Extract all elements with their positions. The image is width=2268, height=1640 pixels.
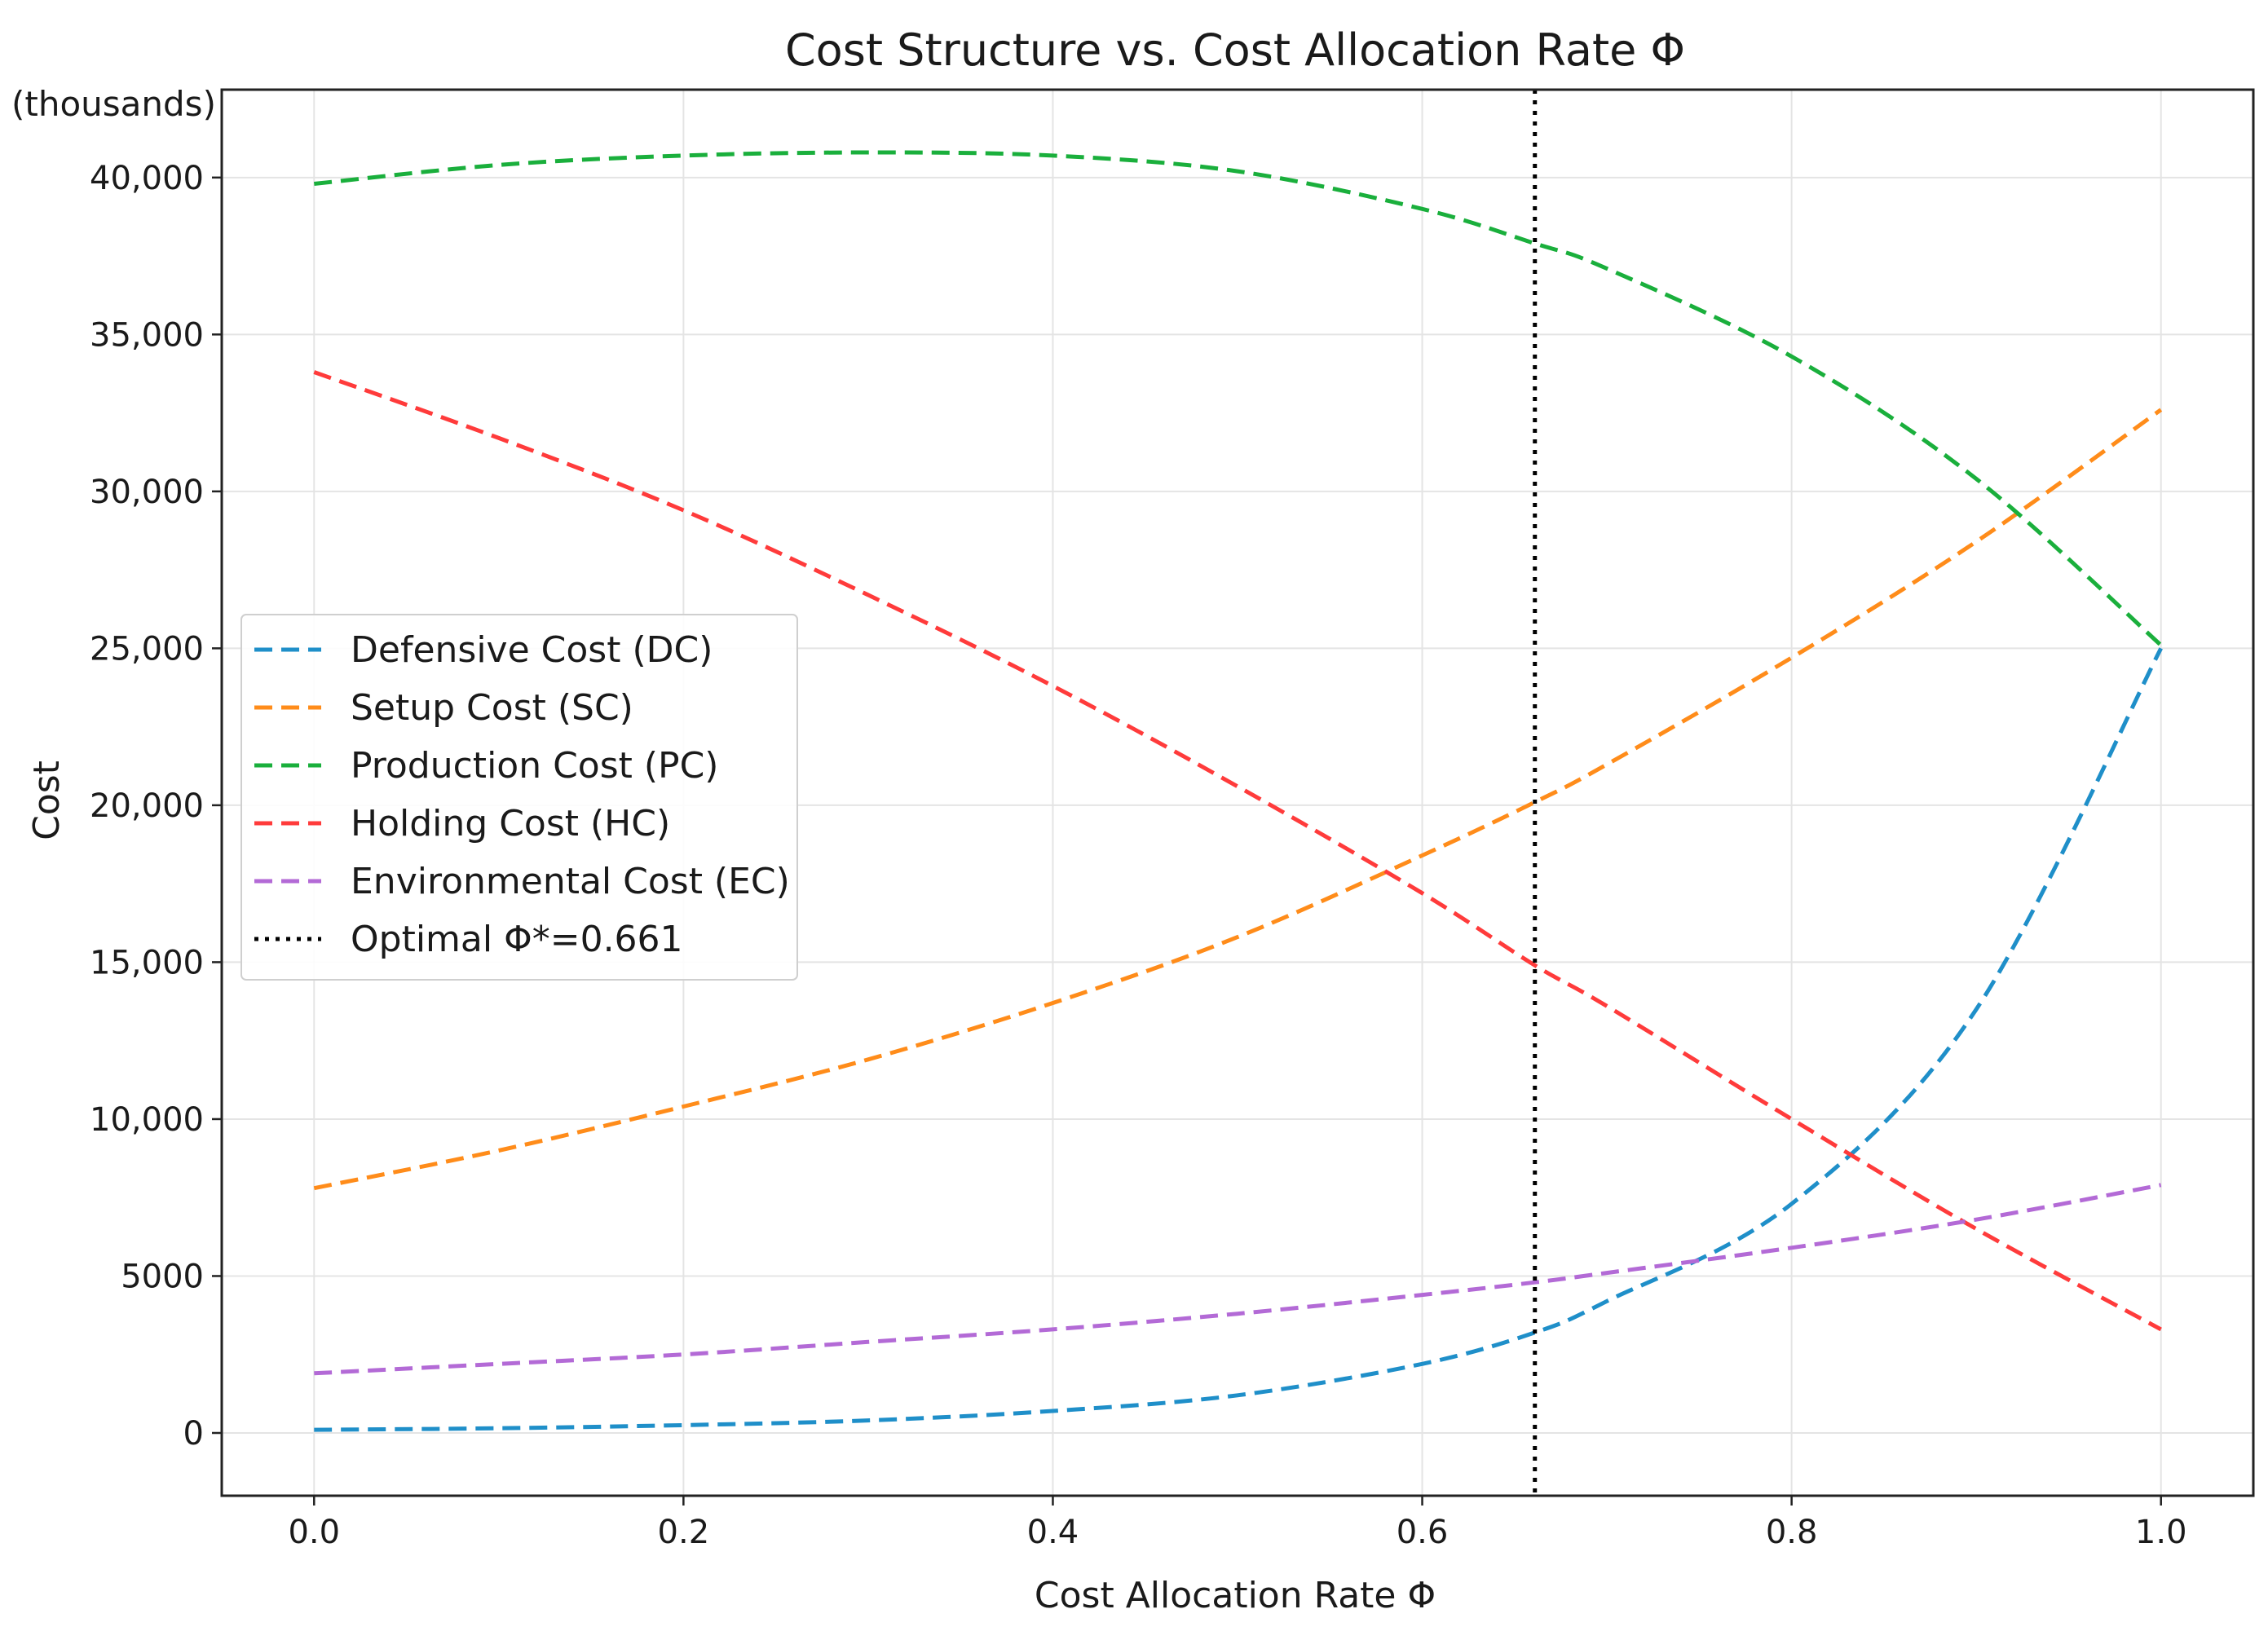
x-axis-ticks: 0.0 0.2 0.4 0.6 0.8 1.0 <box>288 1496 2187 1551</box>
y-axis-label: Cost <box>26 760 68 840</box>
x-tick-label: 0.6 <box>1397 1514 1449 1551</box>
series-group <box>313 150 2163 1432</box>
y-tick-label: 35,000 <box>90 316 204 354</box>
legend-label-3: Holding Cost (HC) <box>351 803 670 844</box>
legend-label-1: Setup Cost (SC) <box>351 687 633 729</box>
y-tick-label: 15,000 <box>90 944 204 981</box>
x-tick-label: 1.0 <box>2135 1514 2187 1551</box>
y-tick-label: 40,000 <box>90 160 204 197</box>
chart-title: Cost Structure vs. Cost Allocation Rate … <box>785 24 1685 76</box>
series-line-3 <box>313 370 2162 1332</box>
series-line-4 <box>314 1183 2162 1376</box>
plot-area-frame <box>220 88 2255 1497</box>
legend-label-0: Defensive Cost (DC) <box>351 629 713 671</box>
y-tick-label: 25,000 <box>90 630 204 668</box>
y-tick-label: 10,000 <box>90 1101 204 1139</box>
x-tick-label: 0.4 <box>1027 1514 1079 1551</box>
grid <box>222 90 2253 1496</box>
legend-label-4: Environmental Cost (EC) <box>351 861 790 902</box>
series-line-1 <box>313 408 2163 1191</box>
x-tick-label: 0.8 <box>1766 1514 1818 1551</box>
x-tick-label: 0.0 <box>288 1514 340 1551</box>
x-axis-label: Cost Allocation Rate Φ <box>1035 1575 1436 1616</box>
y-tick-label: 30,000 <box>90 474 204 511</box>
y-tick-label: 5000 <box>121 1258 204 1295</box>
legend-label-5: Optimal Φ*=0.661 <box>351 919 683 960</box>
y-tick-label: 20,000 <box>90 787 204 825</box>
series-line-0 <box>314 647 2163 1432</box>
x-tick-label: 0.2 <box>658 1514 710 1551</box>
legend: Defensive Cost (DC) Setup Cost (SC) Produc… <box>240 614 798 981</box>
y-tick-label: 0 <box>183 1415 204 1453</box>
legend-label-2: Production Cost (PC) <box>351 745 718 787</box>
legend-frame <box>240 614 798 981</box>
series-line-2 <box>314 150 2163 647</box>
y-axis-ticks: 0 5000 10,000 15,000 20,000 25,000 30,000 35,00… <box>90 160 222 1453</box>
y-units-note: (thousands) <box>11 84 216 124</box>
